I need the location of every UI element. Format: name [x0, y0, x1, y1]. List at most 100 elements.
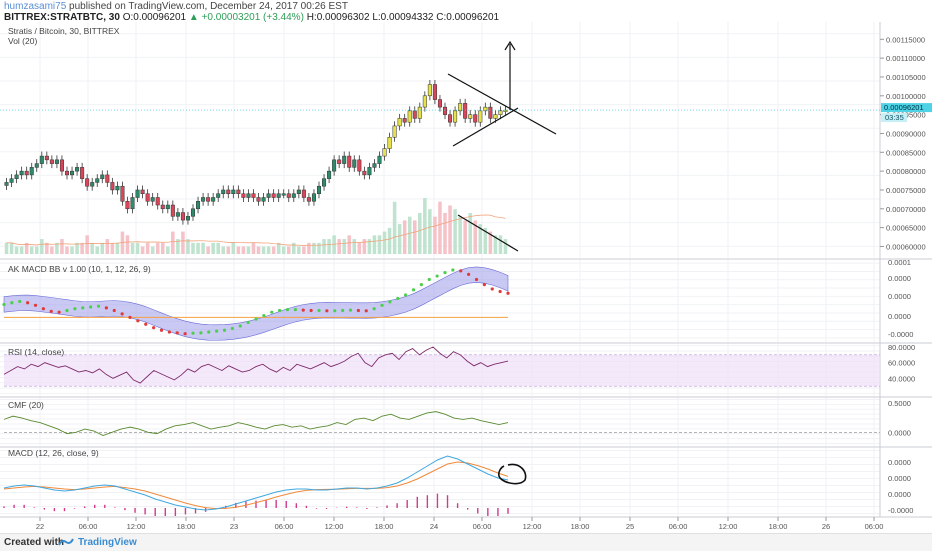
candle-body — [70, 170, 75, 176]
time-axis-label: 06:00 — [669, 522, 688, 531]
time-axis-label: 24 — [430, 522, 438, 531]
volume-bar — [40, 239, 44, 254]
candle-body — [75, 167, 80, 172]
volume-bar — [140, 246, 145, 254]
time-axis-label: 06:00 — [275, 522, 294, 531]
publish-text: published on TradingView.com, December 2… — [69, 1, 348, 12]
macd-bb-dot — [104, 306, 108, 310]
candle-body — [44, 155, 49, 161]
candle-body — [206, 197, 211, 202]
candle-body — [221, 189, 226, 194]
macd-bb-dot — [356, 308, 360, 313]
footer: Created with TradingView — [0, 533, 932, 551]
volume-bar — [110, 242, 115, 254]
price-axis-label: 0.00100000 — [886, 92, 926, 101]
macd-bb-dot — [254, 317, 258, 321]
candle-body — [49, 159, 54, 164]
candle-body — [377, 155, 382, 164]
macd-bb-dot — [427, 277, 431, 282]
macd-bb-dot — [152, 326, 156, 330]
volume-bar — [473, 220, 478, 254]
close-value: 0.00096201 — [446, 12, 500, 23]
volume-bar — [372, 235, 377, 254]
volume-bar — [327, 239, 331, 254]
candle-body — [241, 193, 246, 198]
volume-bar — [181, 231, 185, 254]
volume-bar — [448, 205, 452, 254]
volume-bar — [226, 246, 231, 254]
volume-bar — [135, 242, 140, 254]
candle-body — [34, 163, 39, 168]
macd-bb-dot — [57, 310, 61, 314]
candle-body — [39, 155, 44, 164]
macd-bb-dot — [396, 296, 400, 301]
macd-bb-dot — [136, 319, 140, 323]
cmf-title: CMF (20) — [8, 400, 44, 410]
candle-body — [24, 170, 29, 176]
volume-bar — [407, 216, 412, 254]
volume-bar — [19, 246, 24, 254]
candle-body — [170, 204, 175, 217]
macd-bb-dot — [490, 287, 494, 291]
macd-bb-dot — [451, 268, 455, 272]
candle-body — [382, 148, 387, 157]
candle-body — [483, 106, 488, 112]
rsi-axis-label: 80.0000 — [888, 343, 915, 352]
created-with-label: Created with — [4, 537, 65, 548]
macd-bb-dot — [459, 269, 463, 273]
macd-bb-dot — [262, 314, 266, 318]
macd-circle-annotation — [497, 463, 527, 485]
candle-body — [251, 193, 256, 198]
candle-body — [296, 189, 301, 194]
macd-bb-dot — [18, 299, 22, 304]
volume-bar — [14, 246, 19, 254]
volume-bar — [171, 231, 175, 254]
author-link[interactable]: humzasami75 — [4, 1, 67, 12]
volume-bar — [80, 242, 84, 254]
tradingview-brand-link[interactable]: TradingView — [78, 537, 137, 548]
candle-body — [286, 193, 291, 198]
time-axis-label: 18:00 — [375, 522, 394, 531]
volume-bar — [251, 242, 256, 254]
macd-bb-dot — [278, 308, 282, 313]
candle-body — [261, 197, 266, 202]
volume-bar — [286, 246, 291, 254]
volume-bar — [155, 242, 160, 254]
macd-bb-dot — [411, 288, 416, 292]
candle-body — [19, 170, 24, 176]
macd-bb-dot — [65, 308, 69, 313]
rsi-title: RSI (14, close) — [8, 347, 64, 357]
macd-bb-dot — [41, 307, 45, 311]
volume-bar — [125, 235, 130, 254]
macd-bb-dot — [364, 309, 368, 313]
rsi-band — [4, 354, 880, 387]
macd-bb-dot — [380, 303, 384, 307]
time-axis-label: 12:00 — [325, 522, 344, 531]
volume-bar — [186, 239, 190, 254]
candle-body — [342, 155, 347, 164]
volume-bar — [176, 239, 180, 254]
macd-bb-dot — [404, 293, 408, 297]
volume-bar — [75, 242, 79, 254]
volume-bar — [100, 242, 105, 254]
macd-bb-dot — [443, 271, 447, 275]
volume-bar — [392, 201, 397, 254]
time-axis-label: 18:00 — [177, 522, 196, 531]
countdown-value: 03:35 — [885, 113, 904, 122]
volume-bar — [418, 212, 422, 254]
tradingview-logo-icon — [58, 538, 74, 546]
open-value: 0.00096201 — [133, 12, 187, 23]
breakout-arrow-head-icon — [504, 40, 516, 51]
volume-bar — [60, 239, 64, 254]
volume-bar — [357, 242, 362, 254]
macd-title: MACD (12, 26, close, 9) — [8, 448, 99, 458]
macd-bb-dot — [482, 283, 486, 287]
candle-body — [332, 159, 337, 172]
price-axis-label: 0.00080000 — [886, 167, 926, 176]
macd-bb-dot — [246, 320, 250, 325]
last-price-badge — [881, 103, 932, 113]
candle-body — [503, 109, 508, 112]
candle-body — [175, 212, 180, 217]
candle-body — [246, 193, 251, 198]
